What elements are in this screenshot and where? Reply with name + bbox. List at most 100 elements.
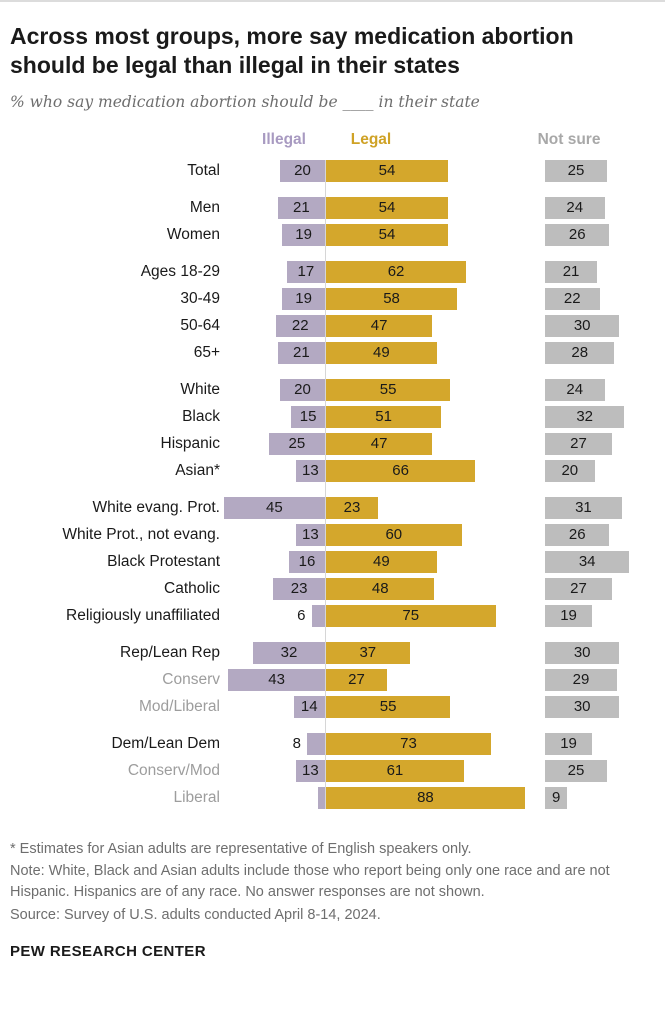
legend-legal: Legal	[350, 130, 392, 148]
bar-value: 6	[297, 606, 306, 624]
bar-value: 16	[298, 553, 316, 571]
bar-not-sure: 26	[545, 523, 610, 546]
bar-illegal: 19	[282, 287, 325, 310]
row-label: White Prot., not evang.	[62, 525, 220, 543]
bar-value: 21	[562, 263, 580, 281]
bar-not-sure: 22	[545, 287, 600, 310]
bar-not-sure: 19	[545, 604, 593, 627]
bar-value: 25	[567, 162, 585, 180]
bar-value: 27	[570, 435, 587, 453]
bar-legal: 47	[326, 432, 433, 455]
bar-legal: 54	[326, 196, 449, 219]
row-label: 65+	[193, 343, 220, 361]
bar-value: 19	[295, 290, 312, 308]
chart-rows: Total 20 54 25 Men 21 54 24 Women 19 54 26 Ages 18-2…	[0, 159, 665, 809]
bar-not-sure: 30	[545, 314, 620, 337]
bar-value: 19	[560, 735, 577, 753]
bar-value: 54	[378, 199, 396, 217]
bar-legal: 60	[326, 523, 462, 546]
chart-row: White evang. Prot. 45 23 31	[0, 496, 665, 519]
bar-legal: 66	[326, 459, 476, 482]
bar-illegal: 19	[282, 223, 325, 246]
bar-chart: Illegal Legal Not sure Total 20 54 25 Men 21 5…	[0, 131, 665, 809]
chart-row: Mod/Liberal 14 55 30	[0, 695, 665, 718]
bar-value: 62	[387, 263, 405, 281]
bar-value: 48	[371, 580, 389, 598]
chart-row: Asian* 13 66 20	[0, 459, 665, 482]
footnote-note: Note: White, Black and Asian adults incl…	[10, 863, 610, 901]
bar-value: 13	[302, 462, 319, 480]
bar-not-sure: 32	[545, 405, 625, 428]
bar-value: 24	[566, 381, 584, 399]
bar-value: 26	[568, 226, 586, 244]
chart-row: Religiously unaffiliated 6 75 19	[0, 604, 665, 627]
bar-legal: 49	[326, 550, 437, 573]
row-label: Asian*	[175, 461, 220, 479]
chart-row: Ages 18-29 17 62 21	[0, 260, 665, 283]
bar-legal: 49	[326, 341, 437, 364]
bar-not-sure: 27	[545, 577, 612, 600]
bar-legal: 62	[326, 260, 467, 283]
bar-illegal: 22	[275, 314, 325, 337]
bar-value: 17	[297, 263, 315, 281]
bar-value: 9	[551, 789, 561, 807]
bar-value: 22	[291, 317, 309, 335]
bar-legal: 61	[326, 759, 464, 782]
chart-row: Black Protestant 16 49 34	[0, 550, 665, 573]
bar-value: 15	[299, 408, 317, 426]
bar-not-sure: 24	[545, 196, 605, 219]
bar-illegal: 16	[289, 550, 325, 573]
bar-value: 26	[568, 526, 586, 544]
row-label: White evang. Prot.	[92, 498, 220, 516]
bar-value: 32	[576, 408, 594, 426]
bar-value: 75	[402, 607, 420, 625]
chart-row: Hispanic 25 47 27	[0, 432, 665, 455]
bar-illegal: 13	[295, 523, 325, 546]
bar-value: 55	[379, 381, 397, 399]
bar-value: 29	[572, 671, 590, 689]
bar-value: 30	[573, 644, 591, 662]
bar-illegal: 25	[268, 432, 325, 455]
row-label: Rep/Lean Rep	[120, 643, 220, 661]
bar-not-sure: 27	[545, 432, 612, 455]
bar-not-sure: 30	[545, 695, 620, 718]
row-label: Catholic	[164, 579, 220, 597]
row-label: Women	[166, 225, 220, 243]
bar-illegal: 43	[228, 668, 325, 691]
bar-value: 54	[378, 226, 396, 244]
bar-not-sure: 19	[545, 732, 593, 755]
bar-legal: 54	[326, 159, 449, 182]
bar-not-sure: 31	[545, 496, 622, 519]
bar-not-sure: 25	[545, 159, 607, 182]
bar-value: 60	[385, 526, 403, 544]
chart-row: Total 20 54 25	[0, 159, 665, 182]
row-label: Total	[187, 161, 220, 179]
row-label: Ages 18-29	[140, 262, 220, 280]
chart-row: Liberal 88 9	[0, 786, 665, 809]
bar-illegal	[311, 604, 325, 627]
bar-value: 8	[292, 734, 301, 752]
bar-value: 23	[343, 499, 361, 517]
bar-value: 23	[290, 580, 308, 598]
bar-illegal: 32	[253, 641, 325, 664]
axis-line	[325, 159, 326, 809]
bar-value: 21	[293, 344, 310, 362]
bar-value: 21	[293, 199, 310, 217]
bar-not-sure: 29	[545, 668, 617, 691]
bar-value: 25	[567, 762, 585, 780]
bar-legal: 75	[326, 604, 496, 627]
bar-illegal: 17	[286, 260, 325, 283]
bar-value: 73	[400, 735, 417, 753]
bar-value: 47	[370, 435, 388, 453]
chart-row: Black 15 51 32	[0, 405, 665, 428]
bar-illegal: 21	[277, 341, 325, 364]
chart-row: 65+ 21 49 28	[0, 341, 665, 364]
bar-illegal	[318, 786, 325, 809]
bar-value: 30	[573, 698, 591, 716]
footnotes: * Estimates for Asian adults are represe…	[0, 839, 665, 925]
bar-value: 13	[302, 526, 319, 544]
chart-row: White Prot., not evang. 13 60 26	[0, 523, 665, 546]
bar-illegal: 45	[223, 496, 325, 519]
chart-row: Women 19 54 26	[0, 223, 665, 246]
bar-value: 55	[379, 698, 397, 716]
